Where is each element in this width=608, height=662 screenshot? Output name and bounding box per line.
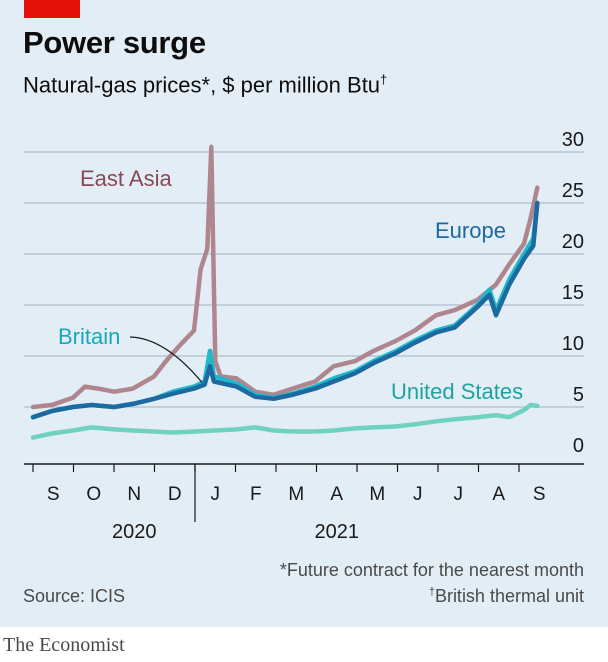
y-tick-label: 10 bbox=[562, 333, 584, 355]
series-label-britain: Britain bbox=[58, 324, 120, 349]
x-tick-label: N bbox=[127, 484, 141, 505]
footnote-btu-text: British thermal unit bbox=[434, 586, 584, 606]
y-tick-label: 15 bbox=[562, 282, 584, 304]
subtitle-dagger: † bbox=[380, 72, 388, 87]
x-tick-label: M bbox=[288, 484, 304, 505]
footnote-btu: †British thermal unit bbox=[429, 586, 584, 607]
x-tick-label: O bbox=[86, 484, 101, 505]
x-tick-label: J bbox=[454, 484, 464, 505]
series-line-united-states bbox=[30, 402, 540, 440]
chart-panel bbox=[0, 0, 608, 627]
brand-red-tag bbox=[24, 0, 80, 18]
x-tick-label: M bbox=[369, 484, 385, 505]
source-note: Source: ICIS bbox=[23, 586, 126, 606]
footnote-future-contract: *Future contract for the nearest month bbox=[279, 560, 584, 580]
line-chart: 0 5 10 15 20 25 30 S O N D J F M A M J J A S 2020 2021 East As… bbox=[24, 129, 584, 543]
year-label: 2020 bbox=[112, 521, 157, 543]
x-tick-label: S bbox=[47, 484, 60, 505]
series-label-europe: Europe bbox=[435, 218, 506, 243]
y-tick-label: 30 bbox=[562, 129, 584, 151]
y-tick-label: 5 bbox=[573, 384, 584, 406]
y-tick-label: 20 bbox=[562, 231, 584, 253]
chart-title: Power surge bbox=[23, 25, 206, 60]
footnote-dagger: † bbox=[428, 586, 435, 598]
x-tick-label: D bbox=[168, 484, 182, 505]
x-tick-label: A bbox=[492, 484, 505, 505]
x-tick-label: F bbox=[250, 484, 262, 505]
series-line-east-asia bbox=[30, 144, 540, 410]
economist-logo: The Economist bbox=[3, 634, 125, 656]
chart-subtitle: Natural-gas prices*, $ per million Btu† bbox=[23, 72, 387, 98]
series-label-united-states: United States bbox=[391, 379, 523, 404]
y-tick-label: 0 bbox=[573, 435, 584, 457]
year-label: 2021 bbox=[315, 521, 360, 543]
subtitle-text: Natural-gas prices*, $ per million Btu bbox=[23, 72, 381, 98]
y-tick-label: 25 bbox=[562, 180, 584, 202]
series-label-east-asia: East Asia bbox=[80, 166, 172, 191]
x-tick-label: S bbox=[533, 484, 546, 505]
britain-leader-line bbox=[129, 336, 203, 383]
series-line-europe bbox=[30, 200, 540, 420]
x-tick-label: A bbox=[330, 484, 343, 505]
x-tick-label: J bbox=[211, 484, 221, 505]
x-tick-label: J bbox=[413, 484, 423, 505]
